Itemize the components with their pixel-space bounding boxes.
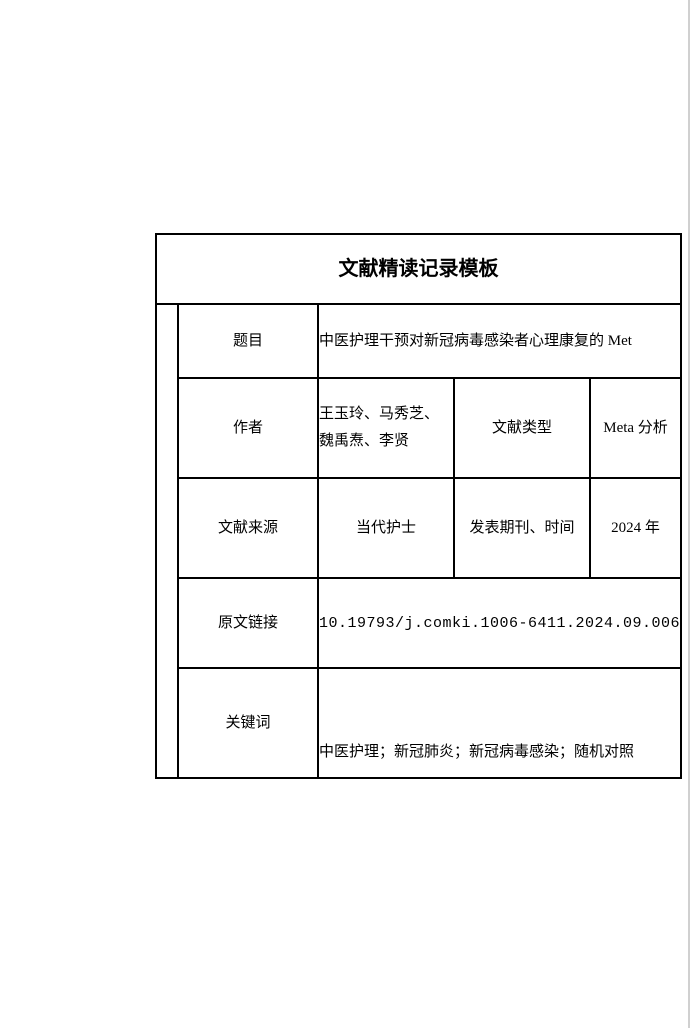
value-author: 王玉玲、马秀芝、 魏禹焘、李贤 [318,378,454,478]
value-source: 当代护士 [318,478,454,578]
left-spacer-cell [156,304,178,778]
row-source: 文献来源 当代护士 发表期刊、时间 2024 年 [156,478,681,578]
label-link: 原文链接 [178,578,318,668]
label-pub: 发表期刊、时间 [454,478,590,578]
author-line-2: 魏禹焘、李贤 [319,433,409,449]
value-subject: 中医护理干预对新冠病毒感染者心理康复的 Met [318,304,681,378]
literature-record-table: 文献精读记录模板 题目 中医护理干预对新冠病毒感染者心理康复的 Met 作者 王… [155,233,682,779]
row-keywords-label: 关键词 [156,668,681,728]
title-row: 文献精读记录模板 [156,234,681,304]
value-pub: 2024 年 [590,478,681,578]
row-subject: 题目 中医护理干预对新冠病毒感染者心理康复的 Met [156,304,681,378]
label-keywords: 关键词 [178,668,318,778]
value-keywords: 中医护理；新冠肺炎；新冠病毒感染；随机对照 [318,728,681,778]
value-link: 10.19793/j.comki.1006-6411.2024.09.006 [318,578,681,668]
label-author: 作者 [178,378,318,478]
row-author: 作者 王玉玲、马秀芝、 魏禹焘、李贤 文献类型 Meta 分析 [156,378,681,478]
label-doc-type: 文献类型 [454,378,590,478]
keywords-empty-cell [318,668,681,728]
author-line-1: 王玉玲、马秀芝、 [319,406,439,422]
row-link: 原文链接 10.19793/j.comki.1006-6411.2024.09.… [156,578,681,668]
table-title: 文献精读记录模板 [156,234,681,304]
value-doc-type: Meta 分析 [590,378,681,478]
label-source: 文献来源 [178,478,318,578]
label-subject: 题目 [178,304,318,378]
